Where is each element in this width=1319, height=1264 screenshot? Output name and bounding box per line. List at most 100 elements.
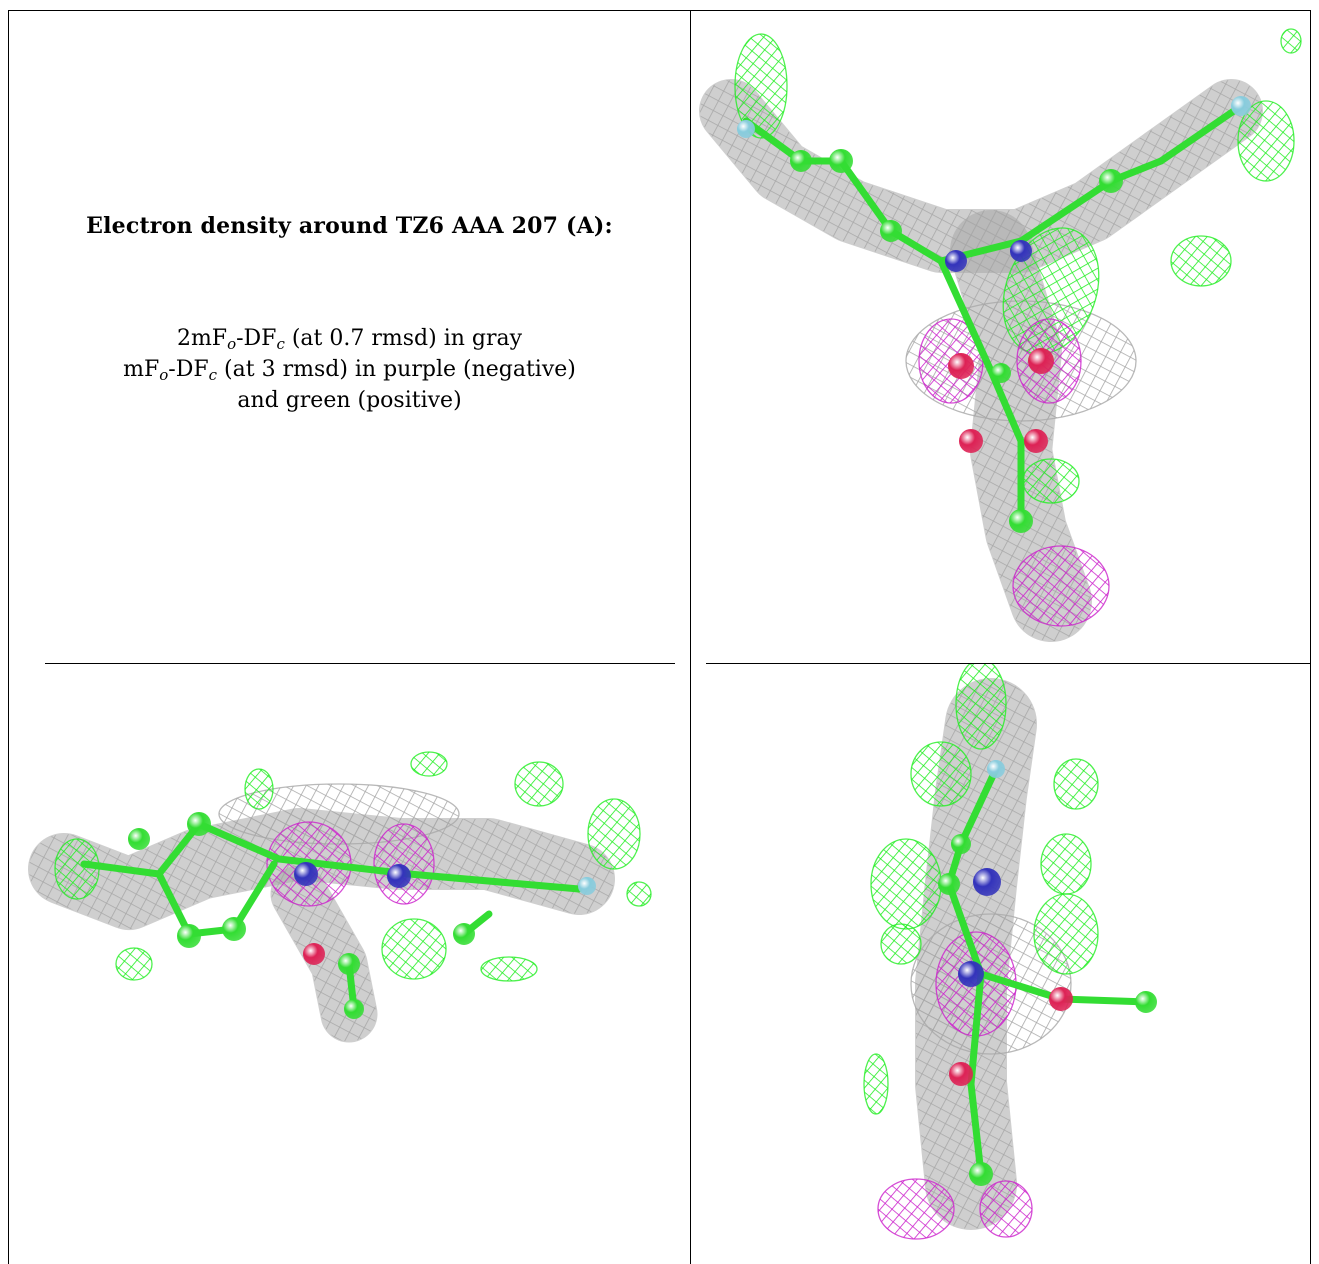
atom-sphere xyxy=(453,923,475,945)
negative-difference-density xyxy=(979,1180,1033,1238)
positive-difference-density xyxy=(381,918,447,980)
density-render-side xyxy=(28,751,652,1043)
positive-difference-density xyxy=(514,761,564,807)
legend-line-positive: and green (positive) xyxy=(237,388,462,413)
density-legend: 2mFo-DFc (at 0.7 rmsd) in gray mFo-DFc (… xyxy=(9,323,690,416)
positive-difference-density xyxy=(1022,458,1080,504)
atom-sphere xyxy=(1049,987,1073,1011)
atom-sphere xyxy=(790,150,812,172)
bond-stick xyxy=(1157,102,1245,165)
positive-difference-density xyxy=(410,751,448,777)
positive-difference-density xyxy=(1170,235,1232,287)
atom-sphere xyxy=(1024,429,1048,453)
positive-difference-density xyxy=(734,33,788,139)
atom-sphere xyxy=(737,120,755,138)
density-render-top xyxy=(863,664,1157,1240)
negative-difference-density xyxy=(877,1178,955,1240)
legend-line-gray: 2mFo-DFc (at 0.7 rmsd) in gray xyxy=(9,323,690,354)
legend-subscript: o xyxy=(227,335,237,353)
atom-sphere xyxy=(969,1162,993,1186)
legend-subscript: c xyxy=(276,335,285,353)
negative-difference-density xyxy=(373,823,435,905)
positive-difference-density xyxy=(115,947,153,981)
bond-stick xyxy=(1057,995,1150,1006)
bond-stick xyxy=(195,820,283,863)
figure-table xyxy=(8,10,1311,1264)
density-panel-top xyxy=(691,664,1310,1264)
bond-stick xyxy=(275,855,413,878)
positive-difference-density xyxy=(480,956,538,982)
atom-sphere xyxy=(1099,169,1123,193)
bond-stick xyxy=(742,117,805,165)
legend-text: 2mF xyxy=(176,326,228,351)
row-divider-left xyxy=(45,663,675,664)
density-render-front xyxy=(699,28,1302,642)
atom-sphere xyxy=(938,873,960,895)
atom-sphere xyxy=(1028,348,1054,374)
positive-difference-density xyxy=(1033,893,1099,975)
bond-stick xyxy=(405,870,583,893)
legend-text: mF xyxy=(123,357,160,382)
positive-difference-density xyxy=(880,923,922,965)
positive-difference-density xyxy=(863,1053,889,1115)
atom-sphere xyxy=(344,999,364,1019)
legend-text: -DF xyxy=(236,326,277,351)
atom-sphere xyxy=(945,250,967,272)
atom-sphere xyxy=(128,828,150,850)
positive-difference-density xyxy=(1053,758,1099,810)
atom-sphere xyxy=(987,760,1005,778)
atom-sphere xyxy=(948,353,974,379)
positive-difference-density xyxy=(1280,28,1302,54)
atom-sphere xyxy=(578,877,596,895)
figure-title: Electron density around TZ6 AAA 207 (A): xyxy=(86,213,613,239)
positive-difference-density xyxy=(1237,100,1295,182)
atom-sphere xyxy=(338,953,360,975)
atom-sphere xyxy=(1009,509,1033,533)
atom-sphere xyxy=(387,864,411,888)
density-panel-side xyxy=(9,664,690,1264)
legend-text: (at 0.7 rmsd) in gray xyxy=(284,326,523,351)
atom-sphere xyxy=(959,429,983,453)
bond-stick xyxy=(1017,177,1115,245)
atom-sphere xyxy=(958,961,984,987)
atom-sphere xyxy=(973,868,1001,896)
legend-text: (at 3 rmsd) in purple (negative) xyxy=(217,357,576,382)
row-divider-right xyxy=(706,663,1311,664)
negative-difference-density xyxy=(1012,545,1110,627)
atom-sphere xyxy=(880,220,902,242)
bond-stick xyxy=(967,1080,985,1178)
atom-sphere xyxy=(294,862,318,886)
positive-difference-density xyxy=(54,838,100,900)
atom-sphere xyxy=(991,363,1011,383)
atom-sphere xyxy=(177,924,201,948)
legend-subscript: c xyxy=(208,366,218,384)
column-divider xyxy=(690,10,691,1264)
bond-stick xyxy=(967,970,985,1088)
positive-difference-density xyxy=(244,768,274,810)
bond-stick xyxy=(80,860,163,878)
caption-cell: Electron density around TZ6 AAA 207 (A):… xyxy=(9,11,690,663)
legend-subscript: o xyxy=(159,366,169,384)
atom-sphere xyxy=(1010,240,1032,262)
bond-stick xyxy=(945,880,985,978)
bond-stick xyxy=(977,970,1065,1003)
positive-difference-density xyxy=(626,881,652,907)
atom-sphere xyxy=(222,917,246,941)
atom-sphere xyxy=(1135,991,1157,1013)
positive-difference-density xyxy=(1040,833,1092,895)
atom-sphere xyxy=(1231,96,1251,116)
bond-stick xyxy=(957,765,1000,848)
atom-sphere xyxy=(187,812,211,836)
atom-sphere xyxy=(303,943,325,965)
bond-stick xyxy=(837,157,895,235)
bond-stick xyxy=(987,367,1025,445)
positive-difference-density xyxy=(870,838,942,930)
density-panel-front xyxy=(691,11,1310,663)
atom-sphere xyxy=(829,149,853,173)
bond-stick xyxy=(155,870,193,938)
bond-stick xyxy=(937,257,995,375)
atom-sphere xyxy=(951,834,971,854)
atom-sphere xyxy=(949,1062,973,1086)
bond-stick xyxy=(230,860,278,933)
positive-difference-density xyxy=(955,664,1007,750)
